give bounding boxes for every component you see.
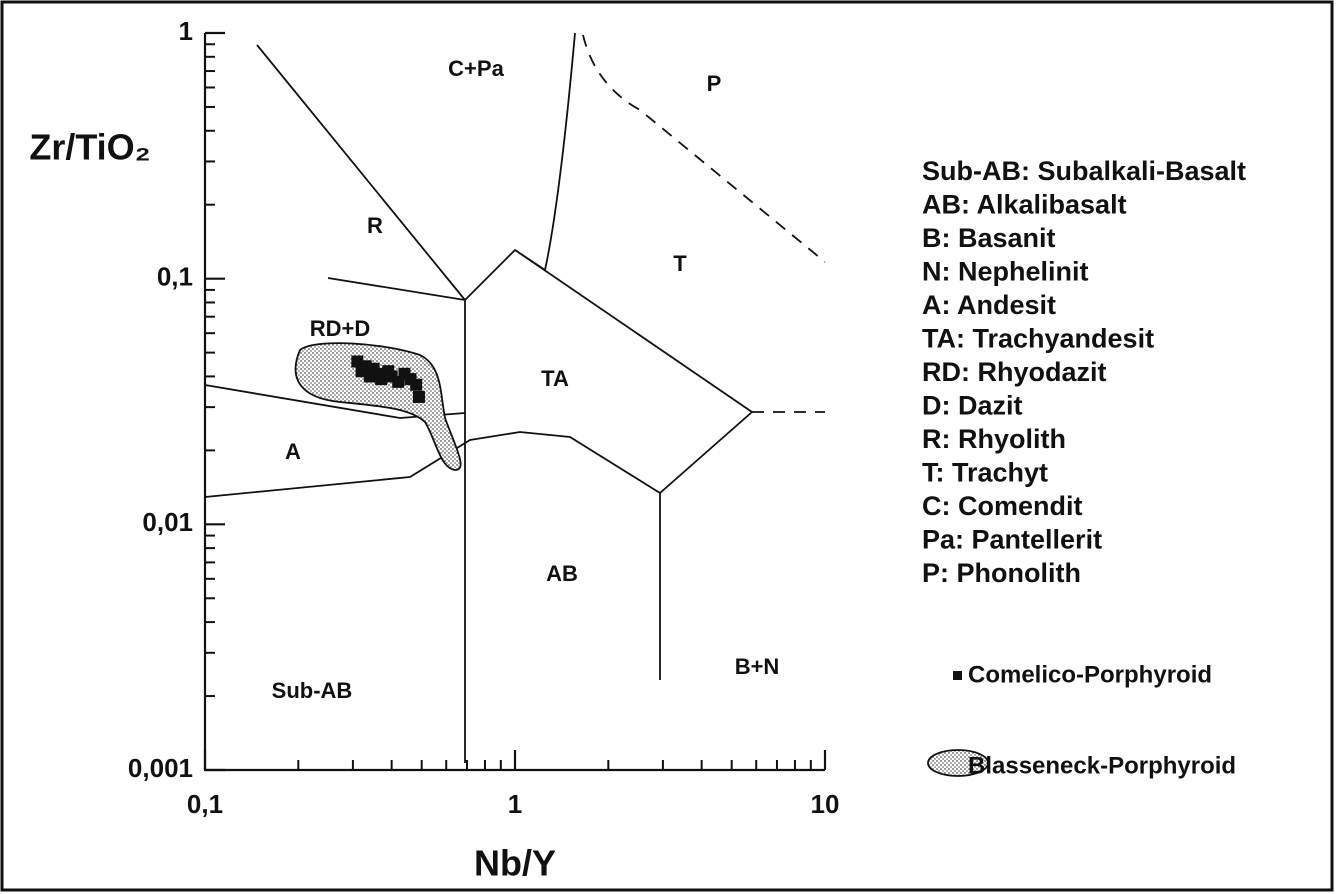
field-label: TA	[541, 366, 569, 391]
definition: AB: Alkalibasalt	[922, 190, 1127, 220]
y-tick-label: 0,1	[157, 262, 193, 292]
definition: RD: Rhyodazit	[922, 357, 1107, 387]
field-boundary-dashed	[582, 34, 826, 413]
point	[412, 390, 425, 403]
y-tick-label: 0,01	[142, 507, 193, 537]
y-tick-label: 0,001	[128, 753, 193, 783]
field-label: A	[285, 439, 301, 464]
x-tick-label: 0,1	[187, 789, 223, 819]
field-boundary	[204, 32, 754, 763]
definition: Pa: Pantellerit	[922, 525, 1102, 555]
definition: P: Phonolith	[922, 558, 1081, 588]
blasseneck-field	[294, 342, 462, 471]
definition: TA: Trachyandesit	[922, 324, 1154, 354]
definition: B: Basanit	[922, 223, 1056, 253]
field-label: P	[707, 71, 722, 96]
field-label: C+Pa	[448, 56, 504, 81]
x-tick-label: 1	[508, 789, 522, 819]
x-tick-label: 10	[811, 789, 840, 819]
field-label: AB	[546, 561, 578, 586]
field-label: Sub-AB	[272, 678, 353, 703]
definition: A: Andesit	[922, 290, 1056, 320]
legend-label: Blasseneck-Porphyroid	[968, 752, 1236, 779]
field-label: RD+D	[310, 316, 371, 341]
y-axis-label: Zr/TiO₂	[29, 127, 150, 168]
legend-marker	[953, 671, 962, 680]
field-label: T	[673, 251, 687, 276]
field-label: B+N	[735, 654, 780, 679]
definition: T: Trachyt	[922, 458, 1048, 488]
x-axis-label: Nb/Y	[474, 843, 556, 884]
definition: N: Nephelinit	[922, 257, 1089, 287]
definition: Sub-AB: Subalkali-Basalt	[922, 156, 1246, 186]
definition: D: Dazit	[922, 391, 1023, 421]
legend-region	[927, 749, 989, 777]
definition: R: Rhyolith	[922, 424, 1066, 454]
point	[410, 378, 423, 391]
y-tick-label: 1	[179, 16, 193, 46]
field-label: R	[367, 213, 383, 238]
legend-label: Comelico-Porphyroid	[968, 661, 1212, 688]
definition: C: Comendit	[922, 491, 1082, 521]
